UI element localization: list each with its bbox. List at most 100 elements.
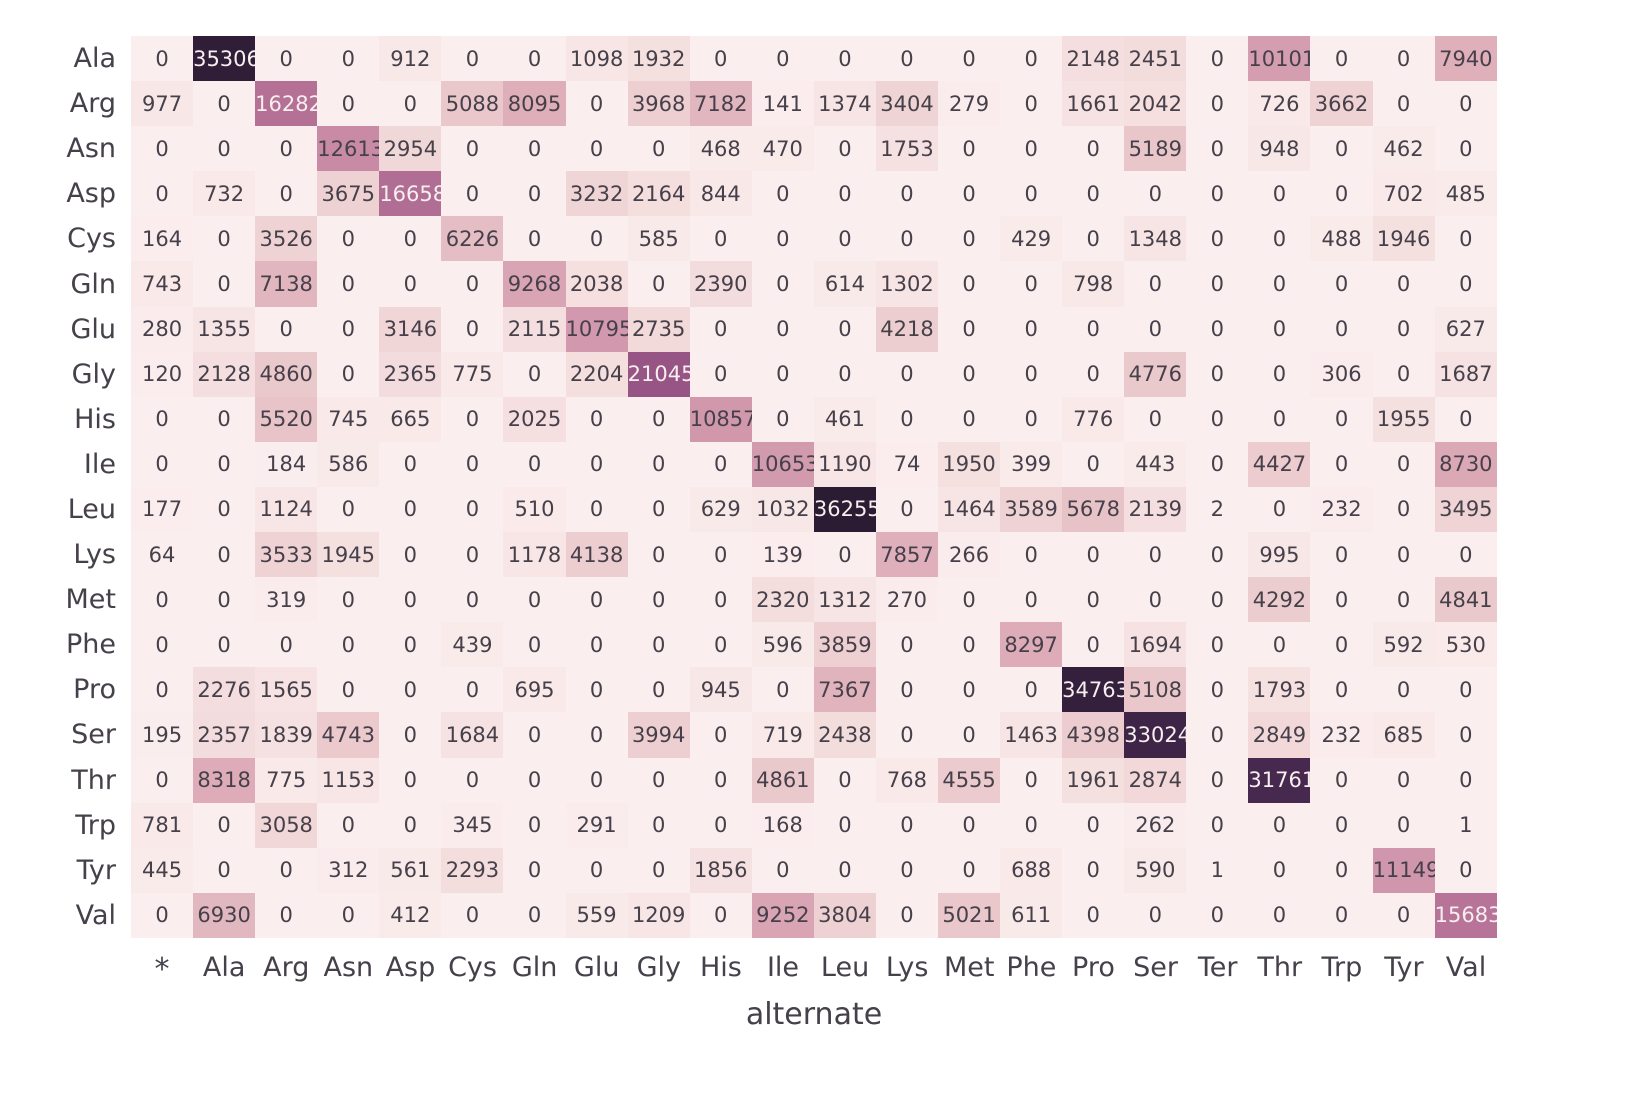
heatmap-cell-trp-asn: 0: [317, 802, 380, 848]
heatmap-cell-glu-val: 627: [1434, 306, 1497, 352]
heatmap-cell-met-tyr: 0: [1372, 577, 1435, 623]
heatmap-cell-arg-ter: 0: [1186, 81, 1249, 127]
heatmap-cell-trp-ser: 262: [1124, 802, 1187, 848]
heatmap-cell-asn-his: 468: [689, 126, 752, 172]
heatmap-cell-ala-tyr: 0: [1372, 36, 1435, 82]
heatmap-cell-lys-val: 0: [1434, 532, 1497, 578]
heatmap-cell-asn-tyr: 462: [1372, 126, 1435, 172]
heatmap-cell-ser-asn: 4743: [317, 712, 380, 758]
heatmap-cell-glu-arg: 0: [255, 306, 318, 352]
heatmap-cell-arg-gln: 8095: [503, 81, 566, 127]
heatmap-cell-tyr-ter: 1: [1186, 847, 1249, 893]
y-tick-ile: Ile: [83, 448, 116, 480]
heatmap-cell-asn-phe: 0: [1000, 126, 1063, 172]
heatmap-cell-phe-trp: 0: [1310, 622, 1373, 668]
heatmap-cell-ile-tyr: 0: [1372, 441, 1435, 487]
heatmap-cell-gln-arg: 7138: [255, 261, 318, 307]
heatmap-cell-gln-phe: 0: [1000, 261, 1063, 307]
heatmap-cell-leu-glu: 0: [565, 486, 628, 533]
heatmap-cell-trp-ter: 0: [1186, 802, 1249, 848]
heatmap-cell-val-ter: 0: [1186, 892, 1249, 938]
heatmap-cell-ile-ter: 0: [1186, 441, 1249, 487]
y-tick-phe: Phe: [65, 629, 116, 661]
heatmap-row: 280 1355 0 0 3146 0 2115 10795 2735 0 0 0 4218 0 0 0 0 0 0…: [131, 306, 1497, 352]
heatmap-cell-his-ala: 0: [193, 396, 256, 442]
heatmap-row: 0 732 0 3675 16658 0 0 3232 2164 844 0 0 0 0 0 0 0 0 0 0 702…: [131, 171, 1497, 217]
heatmap-cell-his-asp: 665: [379, 396, 442, 442]
heatmap-cell-tyr-star: 445: [131, 847, 194, 893]
heatmap-row: 0 0 319 0 0 0 0 0 0 0 2320 1312 270 0 0 0 0 0 4292 0 0 4841: [131, 577, 1497, 623]
heatmap-cell-gly-ala: 2128: [193, 351, 256, 397]
heatmap-cell-thr-met: 4555: [938, 757, 1001, 803]
heatmap-cell-val-trp: 0: [1310, 892, 1373, 938]
heatmap-cell-phe-met: 0: [938, 622, 1001, 668]
heatmap-cell-phe-cys: 439: [441, 622, 504, 668]
heatmap-cell-val-arg: 0: [255, 892, 318, 938]
heatmap-cell-ile-asp: 0: [379, 441, 442, 487]
heatmap-cell-thr-pro: 1961: [1062, 757, 1125, 803]
heatmap-cell-met-cys: 0: [441, 577, 504, 623]
heatmap-cell-thr-star: 0: [131, 757, 194, 803]
heatmap-cell-leu-ser: 2139: [1124, 486, 1187, 533]
y-axis-tick-labels: Ala Arg Asn Asp Cys Gln Glu Gly His Ile Leu Lys Met P…: [36, 36, 128, 938]
heatmap-cell-gln-ala: 0: [193, 261, 256, 307]
heatmap-cell-asp-gln: 0: [503, 171, 566, 217]
heatmap-cell-met-ala: 0: [193, 577, 256, 623]
heatmap-cell-val-ala: 6930: [193, 892, 256, 938]
heatmap-cell-pro-phe: 0: [1000, 667, 1063, 713]
heatmap-cell-tyr-gly: 0: [627, 847, 690, 893]
heatmap-cell-glu-phe: 0: [1000, 306, 1063, 352]
heatmap-cell-cys-met: 0: [938, 216, 1001, 262]
heatmap-cell-gly-asp: 2365: [379, 351, 442, 397]
heatmap-cell-phe-thr: 0: [1248, 622, 1311, 668]
heatmap-cell-asp-pro: 0: [1062, 171, 1125, 217]
heatmap-cell-ile-asn: 586: [317, 441, 380, 487]
heatmap-cell-glu-gly: 2735: [627, 306, 690, 352]
heatmap-cell-his-star: 0: [131, 396, 194, 442]
heatmap-cell-gln-star: 743: [131, 261, 194, 307]
heatmap-cell-ala-arg: 0: [255, 36, 318, 82]
heatmap-cell-pro-ter: 0: [1186, 667, 1249, 713]
heatmap-cell-leu-trp: 232: [1310, 486, 1373, 533]
heatmap-cell-his-asn: 745: [317, 396, 380, 442]
x-tick-arg: Arg: [263, 951, 310, 983]
heatmap-cell-phe-ala: 0: [193, 622, 256, 668]
heatmap-cell-gln-gln: 9268: [503, 261, 566, 307]
heatmap-cell-gln-ser: 0: [1124, 261, 1187, 307]
heatmap-cell-pro-ala: 2276: [193, 667, 256, 713]
heatmap-cell-pro-val: 0: [1434, 667, 1497, 713]
heatmap-cell-cys-ter: 0: [1186, 216, 1249, 262]
heatmap-cell-cys-leu: 0: [813, 216, 876, 262]
x-tick-tyr: Tyr: [1384, 951, 1424, 983]
heatmap-cell-his-ter: 0: [1186, 396, 1249, 442]
heatmap-cell-pro-cys: 0: [441, 667, 504, 713]
heatmap-cell-phe-phe: 8297: [1000, 622, 1063, 668]
heatmap-cell-his-cys: 0: [441, 396, 504, 442]
heatmap-cell-lys-trp: 0: [1310, 532, 1373, 578]
heatmap-cell-ala-asp: 912: [379, 36, 442, 82]
heatmap-cell-ala-thr: 10101: [1248, 36, 1311, 82]
heatmap-cell-lys-cys: 0: [441, 532, 504, 578]
heatmap-cell-gly-ser: 4776: [1124, 351, 1187, 397]
heatmap-cell-leu-his: 629: [689, 486, 752, 533]
heatmap-cell-met-gly: 0: [627, 577, 690, 623]
heatmap-cell-ile-val: 8730: [1434, 441, 1497, 487]
heatmap-cell-lys-ter: 0: [1186, 532, 1249, 578]
heatmap-cell-cys-pro: 0: [1062, 216, 1125, 262]
heatmap-cell-lys-ala: 0: [193, 532, 256, 578]
heatmap-cell-gly-thr: 0: [1248, 351, 1311, 397]
heatmap-cell-arg-gly: 3968: [627, 81, 690, 127]
heatmap-cell-ser-thr: 2849: [1248, 712, 1311, 758]
heatmap-cell-trp-gln: 0: [503, 802, 566, 848]
heatmap-cell-arg-val: 0: [1434, 81, 1497, 127]
heatmap-cell-arg-his: 7182: [689, 81, 752, 127]
heatmap-cell-pro-lys: 0: [875, 667, 939, 713]
heatmap-cell-ala-met: 0: [938, 36, 1001, 82]
heatmap-row: 0 2276 1565 0 0 0 695 0 0 945 0 7367 0 0 0 34763 5108 0 17…: [131, 667, 1497, 713]
heatmap-cell-glu-thr: 0: [1248, 306, 1311, 352]
heatmap-cell-pro-gln: 695: [503, 667, 566, 713]
heatmap-cell-arg-star: 977: [131, 81, 194, 127]
heatmap-cell-leu-thr: 0: [1248, 486, 1311, 533]
heatmap-cell-met-pro: 0: [1062, 577, 1125, 623]
heatmap-cell-lys-ile: 139: [751, 532, 814, 578]
